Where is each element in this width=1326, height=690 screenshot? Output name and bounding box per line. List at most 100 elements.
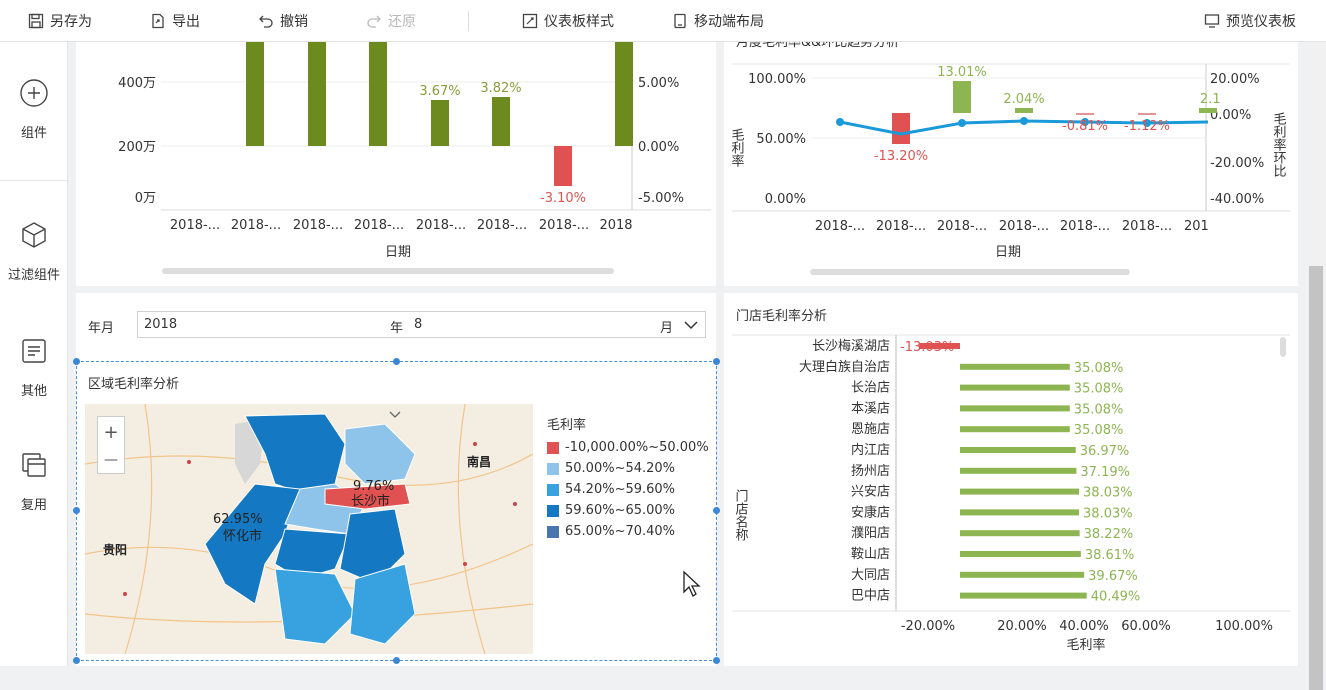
y-tick: 400万 bbox=[118, 76, 156, 91]
monthly-margin-trend-chart: 月度毛利率&&环比趋势分析 100.00% 50.00% 0.00% 20.00… bbox=[729, 34, 1290, 275]
category-label: 大理白族自治店 bbox=[799, 359, 890, 375]
gridlines bbox=[161, 81, 711, 211]
map-label-changsha: 长沙市 bbox=[351, 493, 390, 509]
category-label: 长治店 bbox=[851, 381, 890, 396]
data-label: 38.03% bbox=[1083, 486, 1133, 501]
resize-handle[interactable] bbox=[713, 358, 720, 365]
horizontal-scrollbar[interactable] bbox=[810, 269, 1130, 275]
year-month-select[interactable]: 2018 年 8 月 bbox=[137, 311, 706, 338]
sidebar-divider bbox=[0, 180, 68, 181]
sidebar-item-other[interactable]: 其他 bbox=[0, 336, 68, 399]
data-label: 36.97% bbox=[1080, 444, 1130, 459]
vertical-scrollbar[interactable] bbox=[1280, 337, 1286, 357]
zoom-out-button[interactable]: — bbox=[104, 452, 118, 469]
scrollbar-thumb[interactable] bbox=[1309, 266, 1323, 690]
resize-handle[interactable] bbox=[393, 358, 400, 365]
toolbar: 另存为 导出 撤销 还原 仪表板样式 移动端布局 预览仪表板 bbox=[0, 0, 1326, 42]
plus-circle-icon bbox=[20, 79, 48, 107]
category-label: 兴安店 bbox=[851, 485, 890, 500]
region-map[interactable]: 62.95% 怀化市 9.76% 长沙市 南昌 贵阳 + — bbox=[85, 404, 533, 654]
bar bbox=[960, 509, 1080, 516]
toolbar-divider bbox=[468, 11, 469, 31]
document-icon bbox=[22, 339, 46, 363]
x-tick: -20.00% bbox=[901, 619, 955, 634]
map-label-changsha-value: 9.76% bbox=[353, 479, 394, 494]
region-chart-title: 区域毛利率分析 bbox=[88, 377, 180, 392]
page-scrollbar[interactable] bbox=[1306, 42, 1326, 690]
legend-title: 毛利率 bbox=[547, 418, 587, 433]
map-label-nanchang: 南昌 bbox=[467, 454, 491, 469]
bar bbox=[953, 81, 971, 113]
map-label-guiyang: 贵阳 bbox=[103, 542, 127, 557]
bar bbox=[308, 42, 326, 146]
y2-tick: -40.00% bbox=[1210, 192, 1264, 207]
horizontal-scrollbar[interactable] bbox=[162, 268, 614, 274]
data-label: 38.03% bbox=[1083, 506, 1133, 521]
dashboard-style-button[interactable]: 仪表板样式 bbox=[522, 0, 614, 42]
mobile-icon bbox=[674, 13, 686, 29]
data-label: -0.81% bbox=[1062, 119, 1108, 134]
map-city-markers bbox=[123, 442, 517, 596]
legend-swatch bbox=[547, 525, 559, 538]
chevron-down-icon[interactable] bbox=[389, 411, 401, 418]
year-month-label: 年月 bbox=[88, 321, 115, 336]
category-label: 濮阳店 bbox=[851, 526, 890, 541]
mobile-layout-button[interactable]: 移动端布局 bbox=[672, 0, 764, 42]
map-canvas: 62.95% 怀化市 9.76% 长沙市 南昌 贵阳 bbox=[85, 404, 533, 654]
point bbox=[1081, 118, 1089, 126]
x-tick: 60.00% bbox=[1121, 619, 1171, 634]
data-label: -3.10% bbox=[540, 191, 586, 206]
y-tick: 0万 bbox=[135, 191, 156, 206]
save-as-button[interactable]: 另存为 bbox=[28, 0, 92, 42]
resize-handle[interactable] bbox=[713, 507, 720, 514]
redo-icon bbox=[367, 15, 381, 28]
bar bbox=[960, 384, 1070, 391]
data-label: 2.1 bbox=[1200, 92, 1221, 107]
zoom-in-button[interactable]: + bbox=[103, 421, 119, 443]
data-label: 13.01% bbox=[937, 65, 987, 80]
resize-handle[interactable] bbox=[713, 657, 720, 664]
resize-handle[interactable] bbox=[73, 507, 80, 514]
redo-button[interactable]: 还原 bbox=[366, 0, 416, 42]
monthly-margin-trend-panel: 月度毛利率&&环比趋势分析 100.00% 50.00% 0.00% 20.00… bbox=[724, 34, 1298, 286]
sidebar: 组件 过滤组件 其他 复用 bbox=[0, 42, 68, 666]
bar bbox=[960, 426, 1070, 433]
data-label: 38.61% bbox=[1085, 548, 1135, 563]
y2-tick: 5.00% bbox=[638, 76, 679, 91]
category-label: 本溪店 bbox=[851, 401, 890, 416]
bars bbox=[246, 42, 633, 186]
undo-button[interactable]: 撤销 bbox=[258, 0, 308, 42]
data-label: 38.22% bbox=[1084, 527, 1134, 542]
point bbox=[1143, 119, 1151, 127]
category-label: 安康店 bbox=[851, 504, 890, 520]
legend-item[interactable]: 50.00%~54.20% bbox=[547, 458, 709, 479]
data-label: 39.67% bbox=[1088, 569, 1138, 584]
change-bars bbox=[892, 81, 1217, 144]
export-button[interactable]: 导出 bbox=[150, 0, 200, 42]
sidebar-item-components[interactable]: 组件 bbox=[0, 78, 68, 141]
bar bbox=[1138, 113, 1156, 115]
legend-item[interactable]: 59.60%~65.00% bbox=[547, 500, 709, 521]
x-tick: 2018-... bbox=[293, 218, 343, 233]
legend-item[interactable]: -10,000.00%~50.00% bbox=[547, 437, 709, 458]
legend-item[interactable]: 54.20%~59.60% bbox=[547, 479, 709, 500]
preview-dashboard-button[interactable]: 预览仪表板 bbox=[1204, 0, 1296, 42]
region-light-blue bbox=[344, 423, 416, 485]
copy-icon bbox=[22, 453, 46, 477]
x-tick: 2018 bbox=[599, 218, 632, 233]
month-unit: 月 bbox=[660, 321, 674, 336]
resize-handle[interactable] bbox=[73, 657, 80, 664]
sidebar-item-reuse[interactable]: 复用 bbox=[0, 450, 68, 513]
x-tick: 2018-... bbox=[354, 218, 404, 233]
category-label: 巴中店 bbox=[851, 589, 890, 604]
category-label: 大同店 bbox=[851, 568, 890, 583]
style-icon bbox=[522, 13, 538, 29]
sidebar-item-filter-components[interactable]: 过滤组件 bbox=[0, 220, 68, 283]
bar bbox=[960, 447, 1076, 453]
resize-handle[interactable] bbox=[73, 358, 80, 365]
data-label: 35.08% bbox=[1074, 423, 1124, 438]
legend-item[interactable]: 65.00%~70.40% bbox=[547, 521, 709, 542]
bar bbox=[960, 488, 1080, 495]
category-label: 内江店 bbox=[851, 442, 890, 458]
resize-handle[interactable] bbox=[393, 657, 400, 664]
